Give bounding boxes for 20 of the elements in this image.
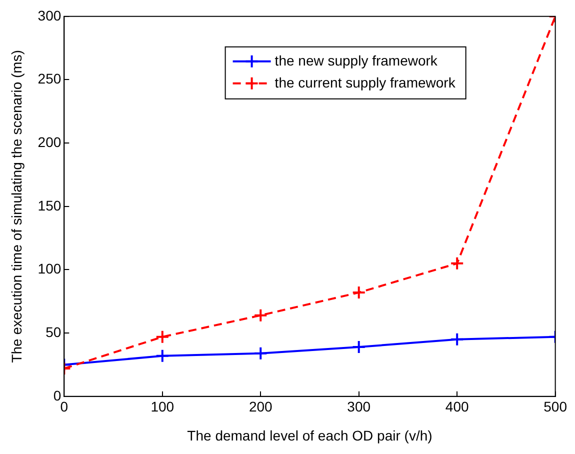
x-axis-title: The demand level of each OD pair (v/h) xyxy=(187,427,432,444)
y-tick-label: 250 xyxy=(38,70,62,87)
legend-label: the current supply framework xyxy=(274,74,456,90)
y-tick-label: 150 xyxy=(38,197,62,214)
x-tick-label: 200 xyxy=(248,398,273,415)
y-tick-label: 50 xyxy=(46,324,62,340)
x-tick-label: 300 xyxy=(347,398,371,415)
y-tick-label: 100 xyxy=(38,260,62,277)
x-tick-label: 500 xyxy=(544,398,568,415)
y-axis-title: The execution time of simulating the scenario (ms) xyxy=(8,50,24,363)
legend-label: the new supply framework xyxy=(274,52,438,68)
point xyxy=(352,340,366,354)
y-tick-label: 0 xyxy=(53,387,62,404)
x-tick-label: 400 xyxy=(445,398,469,415)
x-tick-label: 100 xyxy=(150,398,174,415)
y-tick-label: 300 xyxy=(38,7,62,24)
y-tick-label: 200 xyxy=(38,134,62,150)
point xyxy=(254,308,268,322)
point xyxy=(254,346,268,360)
point xyxy=(352,286,366,300)
